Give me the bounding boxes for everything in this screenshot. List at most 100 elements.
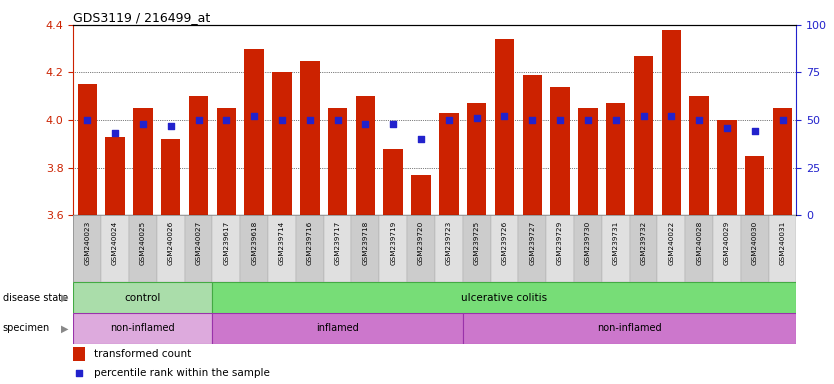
Bar: [630, 215, 657, 282]
Bar: [463, 215, 490, 282]
Text: GSM240030: GSM240030: [751, 220, 758, 265]
Point: [721, 124, 734, 131]
Text: percentile rank within the sample: percentile rank within the sample: [94, 367, 270, 377]
Text: GSM240026: GSM240026: [168, 220, 173, 265]
Bar: [161, 139, 180, 215]
Bar: [602, 215, 630, 282]
Text: GSM240028: GSM240028: [696, 220, 702, 265]
Text: GSM239723: GSM239723: [446, 220, 452, 265]
Bar: [73, 313, 213, 344]
Bar: [407, 215, 435, 282]
Text: transformed count: transformed count: [94, 349, 191, 359]
Point: [525, 117, 539, 123]
Text: GSM239725: GSM239725: [474, 220, 480, 265]
Bar: [550, 87, 570, 215]
Point: [275, 117, 289, 123]
Bar: [467, 103, 486, 215]
Text: non-inflamed: non-inflamed: [597, 323, 662, 333]
Bar: [463, 313, 796, 344]
Bar: [440, 113, 459, 215]
Text: GSM239726: GSM239726: [501, 220, 507, 265]
Text: GSM239727: GSM239727: [530, 220, 535, 265]
Text: disease state: disease state: [3, 293, 68, 303]
Bar: [157, 215, 184, 282]
Point: [554, 117, 567, 123]
Bar: [101, 215, 129, 282]
Text: GSM239731: GSM239731: [613, 220, 619, 265]
Bar: [741, 215, 769, 282]
Text: non-inflamed: non-inflamed: [111, 323, 175, 333]
Bar: [300, 61, 319, 215]
Bar: [717, 120, 736, 215]
Bar: [495, 39, 515, 215]
Text: GDS3119 / 216499_at: GDS3119 / 216499_at: [73, 11, 211, 24]
Bar: [213, 215, 240, 282]
Text: control: control: [125, 293, 161, 303]
Bar: [268, 215, 296, 282]
Bar: [213, 282, 796, 313]
Bar: [384, 149, 403, 215]
Bar: [578, 108, 598, 215]
Bar: [657, 215, 686, 282]
Bar: [411, 175, 430, 215]
Bar: [713, 215, 741, 282]
Bar: [213, 313, 463, 344]
Point: [164, 122, 178, 129]
Bar: [490, 215, 519, 282]
Text: GSM240031: GSM240031: [780, 220, 786, 265]
Text: GSM240027: GSM240027: [195, 220, 202, 265]
Text: GSM240029: GSM240029: [724, 220, 730, 265]
Point: [248, 113, 261, 119]
Text: GSM239729: GSM239729: [557, 220, 563, 265]
Bar: [435, 215, 463, 282]
Bar: [240, 215, 268, 282]
Bar: [188, 96, 208, 215]
Point: [776, 117, 789, 123]
Point: [386, 121, 399, 127]
Bar: [244, 49, 264, 215]
Point: [665, 113, 678, 119]
Text: GSM239718: GSM239718: [363, 220, 369, 265]
Bar: [105, 137, 125, 215]
Text: GSM239714: GSM239714: [279, 220, 285, 265]
Point: [136, 121, 149, 127]
Bar: [773, 108, 792, 215]
Point: [73, 369, 86, 376]
Bar: [129, 215, 157, 282]
Bar: [690, 96, 709, 215]
Bar: [519, 215, 546, 282]
Text: GSM240025: GSM240025: [140, 220, 146, 265]
Bar: [379, 215, 407, 282]
Text: GSM239717: GSM239717: [334, 220, 340, 265]
Bar: [686, 215, 713, 282]
Bar: [73, 215, 101, 282]
Bar: [217, 108, 236, 215]
Bar: [769, 215, 796, 282]
Text: ▶: ▶: [61, 293, 68, 303]
Point: [192, 117, 205, 123]
Bar: [272, 73, 292, 215]
Text: ▶: ▶: [61, 323, 68, 333]
Bar: [328, 108, 347, 215]
Bar: [296, 215, 324, 282]
Point: [81, 117, 94, 123]
Bar: [523, 75, 542, 215]
Text: inflamed: inflamed: [316, 323, 359, 333]
Text: GSM240024: GSM240024: [112, 220, 118, 265]
Bar: [574, 215, 602, 282]
Text: GSM239732: GSM239732: [641, 220, 646, 265]
Text: GSM240022: GSM240022: [668, 220, 675, 265]
Bar: [634, 56, 653, 215]
Bar: [73, 282, 213, 313]
Bar: [133, 108, 153, 215]
Bar: [355, 96, 375, 215]
Point: [470, 115, 484, 121]
Point: [637, 113, 651, 119]
Text: GSM240023: GSM240023: [84, 220, 90, 265]
Point: [108, 130, 122, 136]
Text: GSM239719: GSM239719: [390, 220, 396, 265]
Text: specimen: specimen: [3, 323, 50, 333]
Point: [581, 117, 595, 123]
Text: GSM239617: GSM239617: [224, 220, 229, 265]
Bar: [351, 215, 379, 282]
